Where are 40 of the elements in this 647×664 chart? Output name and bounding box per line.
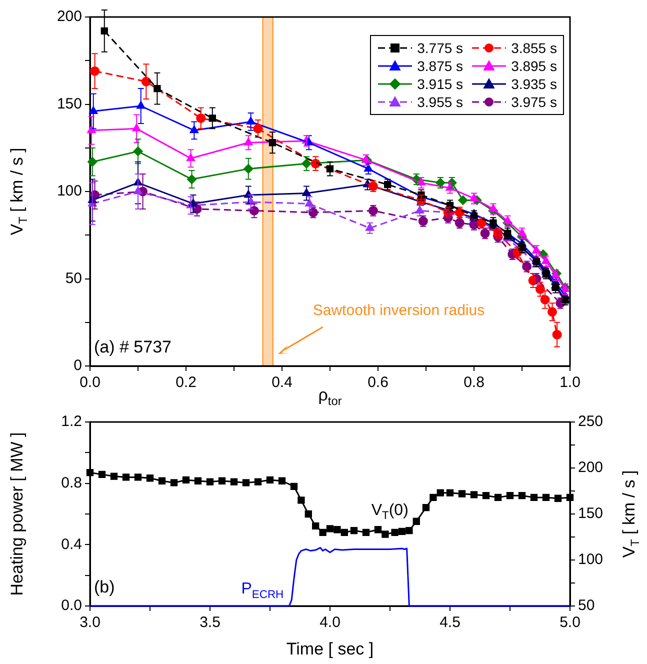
y2-tick-label: 150 (578, 505, 604, 522)
band-label: Sawtooth inversion radius (312, 302, 485, 320)
y-tick-label: 1.2 (61, 413, 82, 430)
annotation: (b) (94, 578, 115, 597)
x-axis-title: Time [ sec ] (286, 640, 374, 659)
x-tick-label: 4.0 (320, 614, 340, 632)
legend-label: 3.855 s (511, 40, 557, 56)
legend-label: 3.875 s (417, 58, 464, 74)
y-tick-label: 0.4 (61, 536, 82, 553)
y2-axis-title: VT [ km / s ] (620, 470, 642, 558)
y-axis-title: Heating power [ MW ] (8, 432, 27, 596)
y-tick-label: 100 (56, 182, 82, 200)
x-tick-label: 0.0 (80, 374, 100, 392)
y2-tick-label: 100 (578, 551, 604, 568)
legend-label: 3.955 s (417, 94, 464, 110)
legend-label: 3.775 s (417, 40, 464, 56)
legend-label: 3.895 s (511, 58, 557, 74)
y-tick-label: 0.0 (61, 597, 82, 614)
y-tick-label: 200 (56, 8, 82, 26)
x-tick-label: 0.2 (176, 374, 196, 392)
legend-label: 3.975 s (511, 94, 557, 110)
x-tick-label: 3.5 (200, 614, 220, 632)
y-tick-label: 0.8 (61, 474, 82, 492)
x-tick-label: 3.0 (80, 614, 100, 632)
legend-label: 3.915 s (417, 76, 464, 92)
x-tick-label: 1.0 (560, 374, 580, 392)
x-tick-label: 4.5 (440, 614, 460, 632)
x-tick-label: 0.4 (272, 374, 292, 392)
y2-tick-label: 200 (578, 459, 604, 476)
x-tick-label: 5.0 (560, 614, 580, 632)
annotation: (a) # 5737 (94, 338, 172, 357)
y-tick-label: 50 (65, 270, 82, 287)
y-axis-title: VT [ km / s ] (8, 148, 30, 236)
x-tick-label: 0.6 (368, 374, 388, 392)
y-tick-label: 0 (74, 357, 82, 374)
y2-tick-label: 250 (578, 413, 604, 430)
x-tick-label: 0.8 (464, 374, 484, 392)
legend-label: 3.935 s (511, 76, 557, 92)
y-tick-label: 150 (56, 95, 82, 112)
y2-tick-label: 50 (578, 597, 595, 614)
